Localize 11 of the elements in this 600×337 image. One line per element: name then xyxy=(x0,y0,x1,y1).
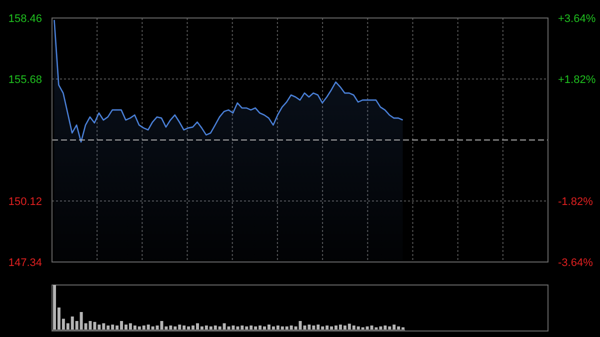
y-tick-label: 150.12 xyxy=(8,196,42,208)
bar xyxy=(298,321,302,330)
y-tick-label: 158.46 xyxy=(8,13,42,25)
y2-tick-label: -3.64% xyxy=(558,257,594,269)
y2-tick-label: +3.64% xyxy=(558,13,596,25)
y-tick-label: 147.34 xyxy=(8,257,42,269)
y2-tick-label: +1.82% xyxy=(558,74,596,86)
y2-tick-label: -1.82% xyxy=(558,196,594,208)
bar xyxy=(88,321,92,330)
bar xyxy=(160,321,164,330)
y-tick-label: 155.68 xyxy=(8,74,42,86)
